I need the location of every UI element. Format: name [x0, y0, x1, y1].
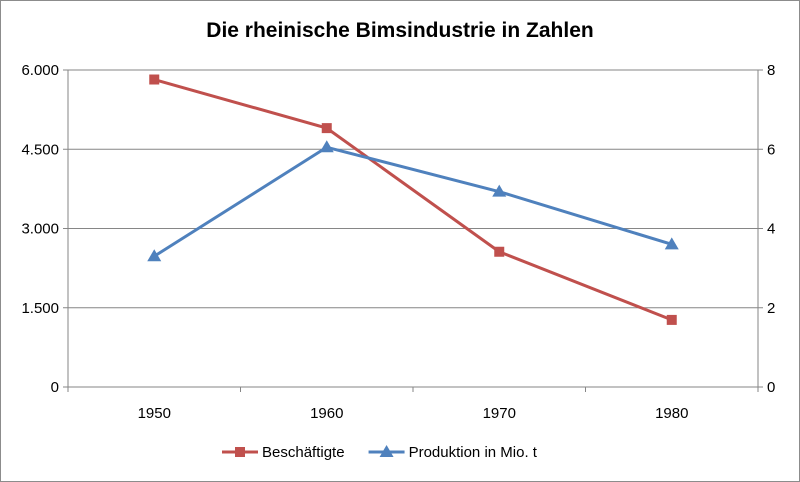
x-tick-label: 1970	[483, 405, 516, 422]
legend-marker-produktion	[379, 445, 394, 457]
left-tick-label: 4.500	[21, 141, 59, 158]
x-tick-label: 1960	[310, 405, 343, 422]
legend-label-produktion: Produktion in Mio. t	[409, 444, 538, 461]
chart-title: Die rheinische Bimsindustrie in Zahlen	[206, 19, 594, 42]
x-axis-ticks: 1950 1960 1970 1980	[67, 387, 759, 422]
series-layer	[147, 74, 679, 325]
left-tick-label: 1.500	[21, 300, 59, 317]
series-line-beschaeftigte	[153, 78, 673, 322]
right-tick-label: 8	[767, 62, 775, 79]
left-tick-label: 6.000	[21, 62, 59, 79]
data-point-produktion	[492, 184, 507, 197]
data-point-beschaeftigte	[666, 314, 677, 325]
data-point-produktion	[147, 249, 162, 262]
data-point-produktion	[664, 237, 679, 250]
series-line-produktion	[153, 145, 673, 258]
left-axis-ticks: 0 1.500 3.000 4.500 6.000	[21, 62, 68, 396]
legend-label-beschaeftigte: Beschäftigte	[262, 444, 345, 461]
right-tick-label: 6	[767, 141, 775, 158]
left-tick-label: 3.000	[21, 221, 59, 238]
data-point-beschaeftigte	[494, 246, 505, 257]
data-point-beschaeftigte	[321, 123, 332, 134]
data-point-beschaeftigte	[149, 74, 160, 85]
left-tick-label: 0	[51, 379, 59, 396]
right-tick-label: 4	[767, 221, 775, 238]
data-point-produktion	[319, 140, 334, 153]
right-tick-label: 0	[767, 379, 775, 396]
right-axis-ticks: 0 2 4 6 8	[758, 62, 775, 396]
legend-marker-beschaeftigte	[235, 447, 245, 457]
right-tick-label: 2	[767, 300, 775, 317]
legend: Beschäftigte Produktion in Mio. t	[222, 444, 538, 461]
x-tick-label: 1950	[138, 405, 171, 422]
x-tick-label: 1980	[655, 405, 688, 422]
